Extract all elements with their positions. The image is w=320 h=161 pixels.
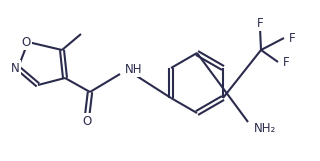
Text: O: O	[82, 114, 92, 128]
Text: F: F	[283, 56, 290, 68]
Text: N: N	[11, 62, 20, 75]
Text: F: F	[257, 16, 263, 29]
Text: NH: NH	[125, 62, 142, 76]
Text: F: F	[289, 32, 296, 44]
Text: NH₂: NH₂	[254, 122, 276, 134]
Text: O: O	[21, 35, 31, 48]
